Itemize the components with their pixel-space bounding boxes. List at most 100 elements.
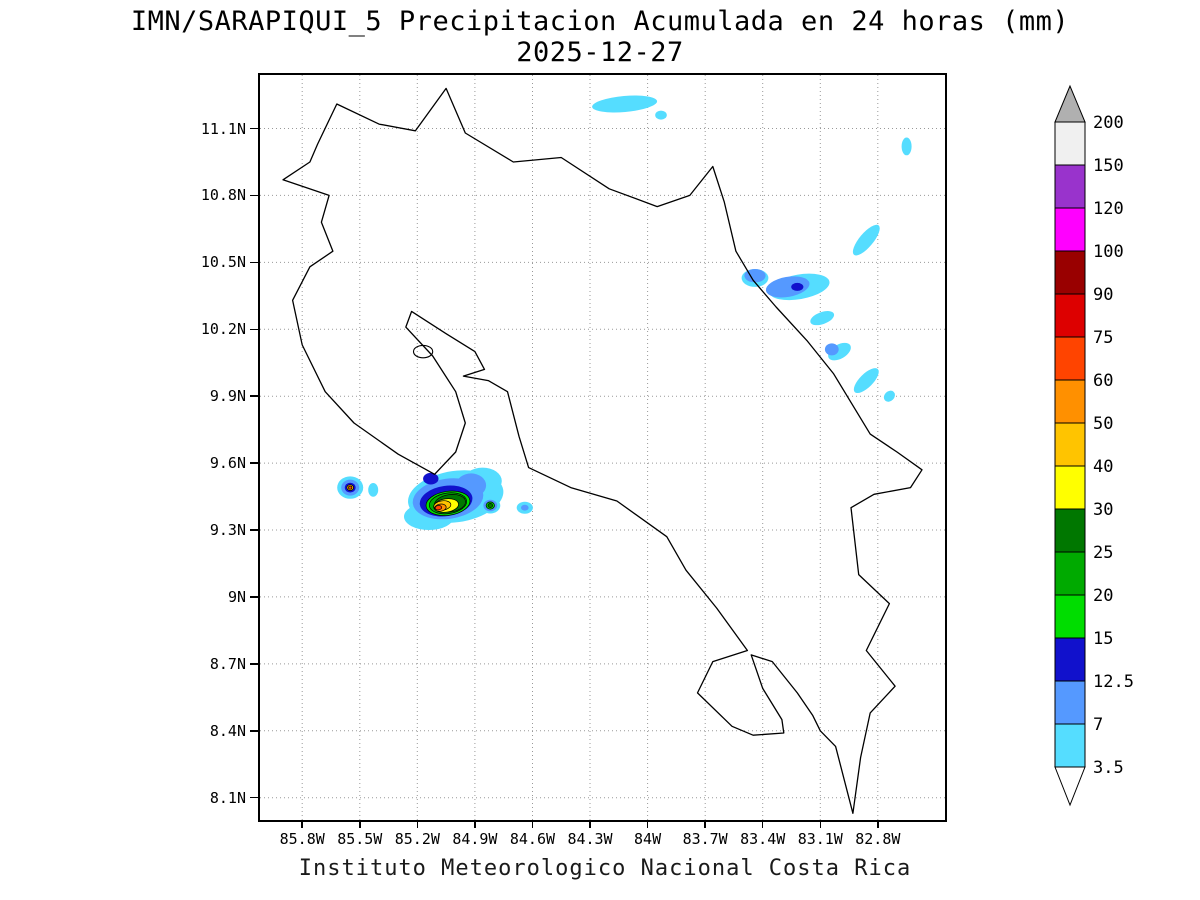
x-tick-mark: [589, 820, 591, 828]
map-plot-area: 11.1N 10.8N 10.5N 10.2N 9.9N 9.6N 9.3N 9N 8.7N 8.…: [201, 73, 947, 848]
y-tick-label: 9.9N: [209, 387, 246, 406]
colorbar-band: [1054, 207, 1086, 252]
y-tick-label: 9N: [227, 587, 246, 606]
colorbar-label: 50: [1093, 414, 1113, 434]
costa-rica-outline: [282, 87, 923, 814]
x-tick-label: 84W: [634, 830, 662, 848]
colorbar-label: 100: [1093, 242, 1124, 262]
y-tick-mark: [250, 663, 258, 665]
y-tick-mark: [250, 328, 258, 331]
colorbar-band: [1054, 465, 1086, 510]
colorbar-label: 75: [1093, 328, 1113, 348]
y-tick-mark: [250, 462, 258, 464]
colorbar-label: 7: [1093, 715, 1103, 735]
colorbar-band: [1054, 680, 1086, 725]
x-tick-label: 84.6W: [509, 830, 556, 848]
y-tick-mark: [250, 796, 258, 799]
precip-blob-level-60: [348, 485, 353, 490]
y-tick-label: 10.5N: [200, 253, 246, 272]
x-tick-mark: [531, 820, 534, 828]
colorbar-over-triangle: [1054, 84, 1086, 123]
footer-caption: Instituto Meteorologico Nacional Costa R…: [298, 856, 912, 881]
y-tick-label: 9.6N: [209, 454, 246, 473]
y-tick-mark: [250, 261, 258, 264]
y-tick-mark: [250, 730, 258, 732]
colorbar-band: [1054, 250, 1086, 295]
precip-blob-level-3.5: [901, 137, 912, 156]
y-tick-label: 8.7N: [209, 654, 246, 673]
precip-blob-level-3.5: [368, 483, 379, 497]
chart-date: 2025-12-27: [516, 37, 684, 68]
precip-blob-level-7: [765, 276, 810, 298]
colorbar-band: [1054, 164, 1086, 209]
x-tick-mark: [474, 820, 476, 828]
y-tick-mark: [250, 529, 258, 531]
precip-blob-level-60: [434, 505, 443, 511]
precip-blob-level-7: [521, 504, 529, 511]
x-tick-mark: [761, 820, 764, 828]
colorbar-band: [1054, 379, 1086, 424]
x-tick-label: 83.7W: [682, 830, 728, 848]
x-tick-mark: [416, 820, 419, 828]
colorbar-band: [1054, 594, 1086, 639]
precip-blob-level-3.5: [852, 224, 880, 256]
x-tick-mark: [646, 820, 649, 828]
colorbar-band: [1054, 723, 1086, 768]
colorbar-band: [1054, 336, 1086, 381]
colorbar-label: 120: [1093, 199, 1124, 219]
x-tick-mark: [359, 820, 361, 828]
y-tick-mark: [250, 194, 258, 197]
colorbar-band: [1054, 293, 1086, 338]
x-tick-label: 84.3W: [567, 830, 613, 848]
x-tick-label: 85.2W: [394, 830, 440, 848]
y-tick-label: 9.3N: [209, 521, 246, 540]
colorbar-label: 15: [1093, 629, 1113, 649]
x-tick-label: 83.4W: [740, 830, 786, 848]
precip-blob-level-3.5: [853, 368, 879, 394]
y-tick-label: 10.2N: [200, 320, 246, 339]
x-tick-mark: [704, 820, 706, 828]
precip-blob-level-3.5: [810, 311, 835, 326]
chart-title: IMN/SARAPIQUI_5 Precipitacion Acumulada …: [130, 6, 1070, 37]
colorbar-label: 60: [1093, 371, 1113, 391]
colorbar: 200 150 120 100 90 75 60 50 40 30 25 20 15 12.5 7 3.5: [1048, 84, 1168, 824]
colorbar-label: 200: [1093, 113, 1124, 133]
colorbar-under-triangle: [1054, 766, 1086, 807]
precip-blob-level-3.5: [655, 110, 667, 120]
y-tick-mark: [250, 127, 258, 130]
x-tick-label: 84.9W: [452, 830, 498, 848]
colorbar-label: 30: [1093, 500, 1113, 520]
x-tick-label: 85.8W: [279, 830, 325, 848]
x-tick-label: 83.1W: [797, 830, 843, 848]
x-tick-mark: [819, 820, 822, 828]
precip-blob-level-12.5: [423, 472, 439, 485]
precip-blob-level-12.5: [791, 282, 804, 291]
precip-blob-level-7: [824, 343, 839, 356]
precip-blob-level-3.5: [592, 95, 658, 113]
x-tick-label: 82.8W: [855, 830, 901, 848]
colorbar-canvas: 200 150 120 100 90 75 60 50 40 30 25 20 15 12.5 7 3.5: [1054, 84, 1134, 807]
colorbar-label: 150: [1093, 156, 1124, 176]
y-tick-label: 10.8N: [200, 186, 246, 205]
colorbar-band: [1054, 422, 1086, 467]
precip-blob-level-3.5: [883, 390, 895, 402]
y-tick-mark: [250, 596, 258, 598]
colorbar-label: 90: [1093, 285, 1113, 305]
colorbar-band: [1054, 508, 1086, 553]
colorbar-label: 20: [1093, 586, 1113, 606]
colorbar-band: [1054, 637, 1086, 682]
colorbar-label: 12.5: [1093, 672, 1134, 692]
precip-blob-level-25: [487, 503, 493, 508]
x-tick-mark: [877, 820, 879, 828]
x-tick-label: 85.5W: [337, 830, 383, 848]
y-tick-mark: [250, 395, 258, 397]
precip-blob-level-7: [744, 269, 766, 283]
colorbar-label: 40: [1093, 457, 1113, 477]
y-tick-label: 8.1N: [209, 788, 246, 807]
colorbar-label: 3.5: [1093, 758, 1124, 778]
island-outline: [412, 344, 434, 359]
map-canvas: [260, 75, 945, 820]
x-tick-mark: [301, 820, 303, 828]
colorbar-label: 25: [1093, 543, 1113, 563]
